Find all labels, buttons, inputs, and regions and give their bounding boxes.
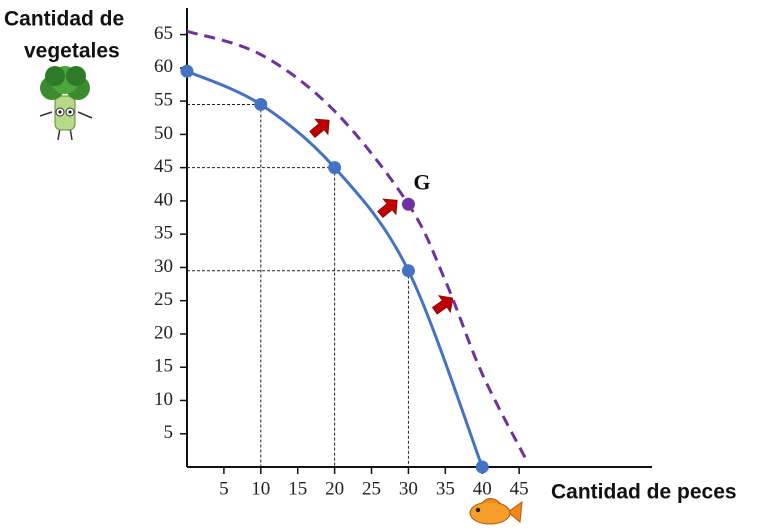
y-tick-label: 25 [154,289,173,310]
point [254,97,268,111]
x-axis-label: Cantidad de peces [551,481,737,504]
y-tick-label: 55 [154,89,173,110]
x-tick-label: 25 [362,478,381,499]
y-axis-label: vegetales [24,40,120,63]
arrow [431,295,454,315]
y-tick-label: 15 [154,356,173,377]
frontier-line [186,29,528,462]
arrow [309,118,330,139]
x-tick-label: 40 [473,478,492,499]
point-label: G [413,169,430,194]
frontier-line [186,69,484,468]
x-tick-label: 10 [251,478,270,499]
x-tick-label: 45 [510,478,529,499]
y-tick-label: 30 [154,256,173,277]
x-tick-label: 30 [399,478,418,499]
x-tick-label: 15 [288,478,307,499]
y-tick-label: 35 [154,223,173,244]
point [401,264,415,278]
point [475,460,489,474]
fish-icon [469,498,523,525]
y-axis-label: Cantidad de [4,8,124,31]
y-tick-label: 45 [154,156,173,177]
arrow [377,198,398,219]
y-tick-label: 65 [154,23,173,44]
x-tick-label: 5 [219,478,229,499]
x-tick-label: 35 [436,478,455,499]
point-g [401,197,415,211]
broccoli-icon [39,66,93,141]
y-tick-label: 60 [154,56,173,77]
y-tick-label: 40 [154,189,173,210]
x-tick-label: 20 [325,478,344,499]
y-tick-label: 10 [154,389,173,410]
shift-arrows [309,118,454,315]
y-tick-label: 5 [164,422,174,443]
point [328,161,342,175]
y-tick-label: 50 [154,123,173,144]
y-tick-label: 20 [154,322,173,343]
point [180,64,194,78]
